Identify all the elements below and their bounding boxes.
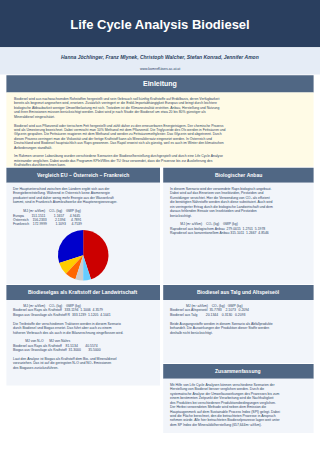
svg-text:Mit Hilfe von Life Cycle Analy: Mit Hilfe von Life Cycle Analysen können… [170,383,281,427]
svg-text:In diesem Szenario wird der ve: In diesem Szenario wird der verwendete R… [170,187,273,235]
svg-text:MJ (m² a/t/km) CO₂ (kg) G: MJ (m² a/t/km) CO₂ (kg) GWP (kg)Biodiese… [170,304,273,335]
svg-text:Biologischer Anbau: Biologischer Anbau [215,172,262,178]
svg-text:Life Cycle Analysis Biodiesel: Life Cycle Analysis Biodiesel [70,17,249,32]
svg-text:Hanna Jöchlinger, Franz Mlynek: Hanna Jöchlinger, Franz Mlynek, Christop… [61,54,259,60]
svg-text:Vergleich EU – Österreich – Fr: Vergleich EU – Österreich – Frankreich [37,172,129,178]
svg-text:Der Hauptunterschied zwischen: Der Hauptunterschied zwischen den Länder… [13,187,117,226]
svg-text:Zusammenfassung: Zusammenfassung [215,368,261,374]
svg-text:Einleitung: Einleitung [143,80,177,88]
svg-text:Biodiesel aus Talg und Altspei: Biodiesel aus Talg und Altspeiseöl [197,289,280,295]
svg-text:Biodieselgas als Kraftstoff de: Biodieselgas als Kraftstoff der Landwirt… [28,289,138,295]
svg-text:www.komreKöves.ac.at.at: www.komreKöves.ac.at.at [140,67,180,71]
svg-text:Biodiesel wird aus nachwachsen: Biodiesel wird aus nachwachsenden Rohsto… [14,97,226,167]
svg-text:MJ (m² a/t/km) CO₂ (kg): MJ (m² a/t/km) CO₂ (kg) GWP (kg)Biodiese… [13,304,123,370]
